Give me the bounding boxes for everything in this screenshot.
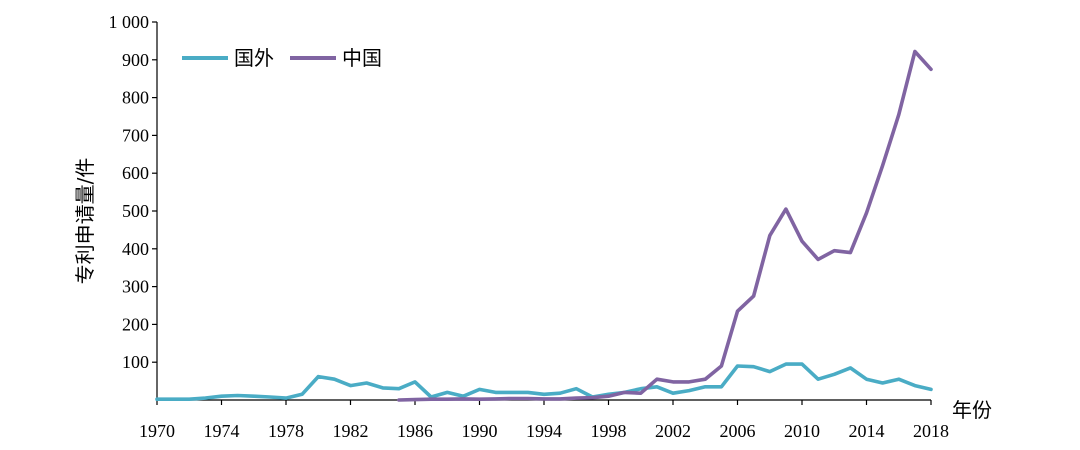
x-axis-label: 年份 <box>952 398 992 422</box>
y-axis-label: 专利申请量/件 <box>73 158 97 285</box>
x-tick-label: 1974 <box>204 421 240 441</box>
x-tick-label: 1990 <box>462 421 498 441</box>
legend: 国外 中国 <box>182 46 382 70</box>
y-tick-label: 400 <box>122 239 149 259</box>
x-tick-label: 1970 <box>139 421 175 441</box>
y-tick-label: 200 <box>122 314 149 334</box>
x-tick-label: 2014 <box>849 421 885 441</box>
legend-label-foreign: 国外 <box>234 46 274 70</box>
y-tick-label: 800 <box>122 88 149 108</box>
y-tick-label: 300 <box>122 277 149 297</box>
x-tick-label: 2006 <box>720 421 756 441</box>
x-tick-label: 1978 <box>268 421 304 441</box>
legend-label-china: 中国 <box>342 46 382 70</box>
x-ticks: 1970 1974 1978 1982 1986 1990 1994 1998 2002 2006… <box>139 400 949 441</box>
series-line-china <box>397 49 933 402</box>
y-ticks: 100 200 300 400 500 600 700 800 900 1 000 <box>109 12 157 372</box>
x-tick-label: 1998 <box>591 421 627 441</box>
series-line-foreign <box>155 362 933 402</box>
y-tick-label: 500 <box>122 201 149 221</box>
x-tick-label: 1994 <box>526 421 562 441</box>
x-tick-label: 2010 <box>784 421 820 441</box>
y-tick-label: 700 <box>122 125 149 145</box>
x-tick-label: 1986 <box>397 421 433 441</box>
y-tick-label: 1 000 <box>109 12 150 32</box>
y-tick-label: 900 <box>122 50 149 70</box>
x-tick-label: 1982 <box>333 421 369 441</box>
series-lines <box>155 49 933 402</box>
x-tick-label: 2018 <box>913 421 949 441</box>
axes <box>156 22 931 401</box>
y-tick-label: 100 <box>122 352 149 372</box>
y-tick-label: 600 <box>122 163 149 183</box>
x-tick-label: 2002 <box>655 421 691 441</box>
